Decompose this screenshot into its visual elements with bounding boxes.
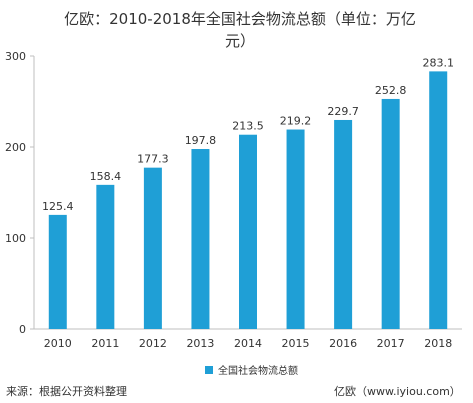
x-tick-label: 2013 <box>186 337 214 350</box>
chart-title: 亿欧：2010-2018年全国社会物流总额（单位：万亿元） <box>64 10 416 50</box>
data-label: 125.4 <box>42 200 74 213</box>
bar <box>191 149 210 329</box>
bar <box>143 167 162 329</box>
data-label: 197.8 <box>185 134 217 147</box>
x-tick-label: 2018 <box>424 337 452 350</box>
data-label: 283.1 <box>422 56 454 69</box>
source-note: 来源：根据公开资料整理 <box>6 385 127 398</box>
bar <box>239 134 257 329</box>
legend-label: 全国社会物流总额 <box>218 366 298 377</box>
legend-swatch <box>205 365 213 374</box>
data-label: 219.2 <box>280 115 312 128</box>
bar <box>429 71 448 329</box>
bar <box>381 98 400 330</box>
bar <box>286 129 305 329</box>
y-tick-label: 300 <box>5 50 26 63</box>
watermark: 亿欧（www.iyiou.com） <box>334 385 461 398</box>
x-tick-label: 2014 <box>234 337 262 350</box>
data-label: 252.8 <box>375 84 407 97</box>
x-tick-label: 2015 <box>282 337 310 350</box>
x-tick-label: 2012 <box>139 337 167 350</box>
data-label: 229.7 <box>327 105 359 118</box>
legend: 全国社会物流总额 <box>205 362 298 377</box>
x-tick-label: 2016 <box>329 337 357 350</box>
data-label: 213.5 <box>232 120 264 133</box>
x-tick-label: 2010 <box>44 337 72 350</box>
x-tick-label: 2017 <box>377 337 405 350</box>
data-label: 177.3 <box>137 153 169 166</box>
data-label: 158.4 <box>90 170 122 183</box>
bar <box>96 184 115 329</box>
x-tick-label: 2011 <box>91 337 119 350</box>
y-tick-label: 200 <box>5 141 26 154</box>
y-tick-label: 0 <box>19 323 26 336</box>
bar <box>334 119 353 330</box>
y-tick-label: 100 <box>5 232 26 245</box>
bar <box>48 214 67 329</box>
